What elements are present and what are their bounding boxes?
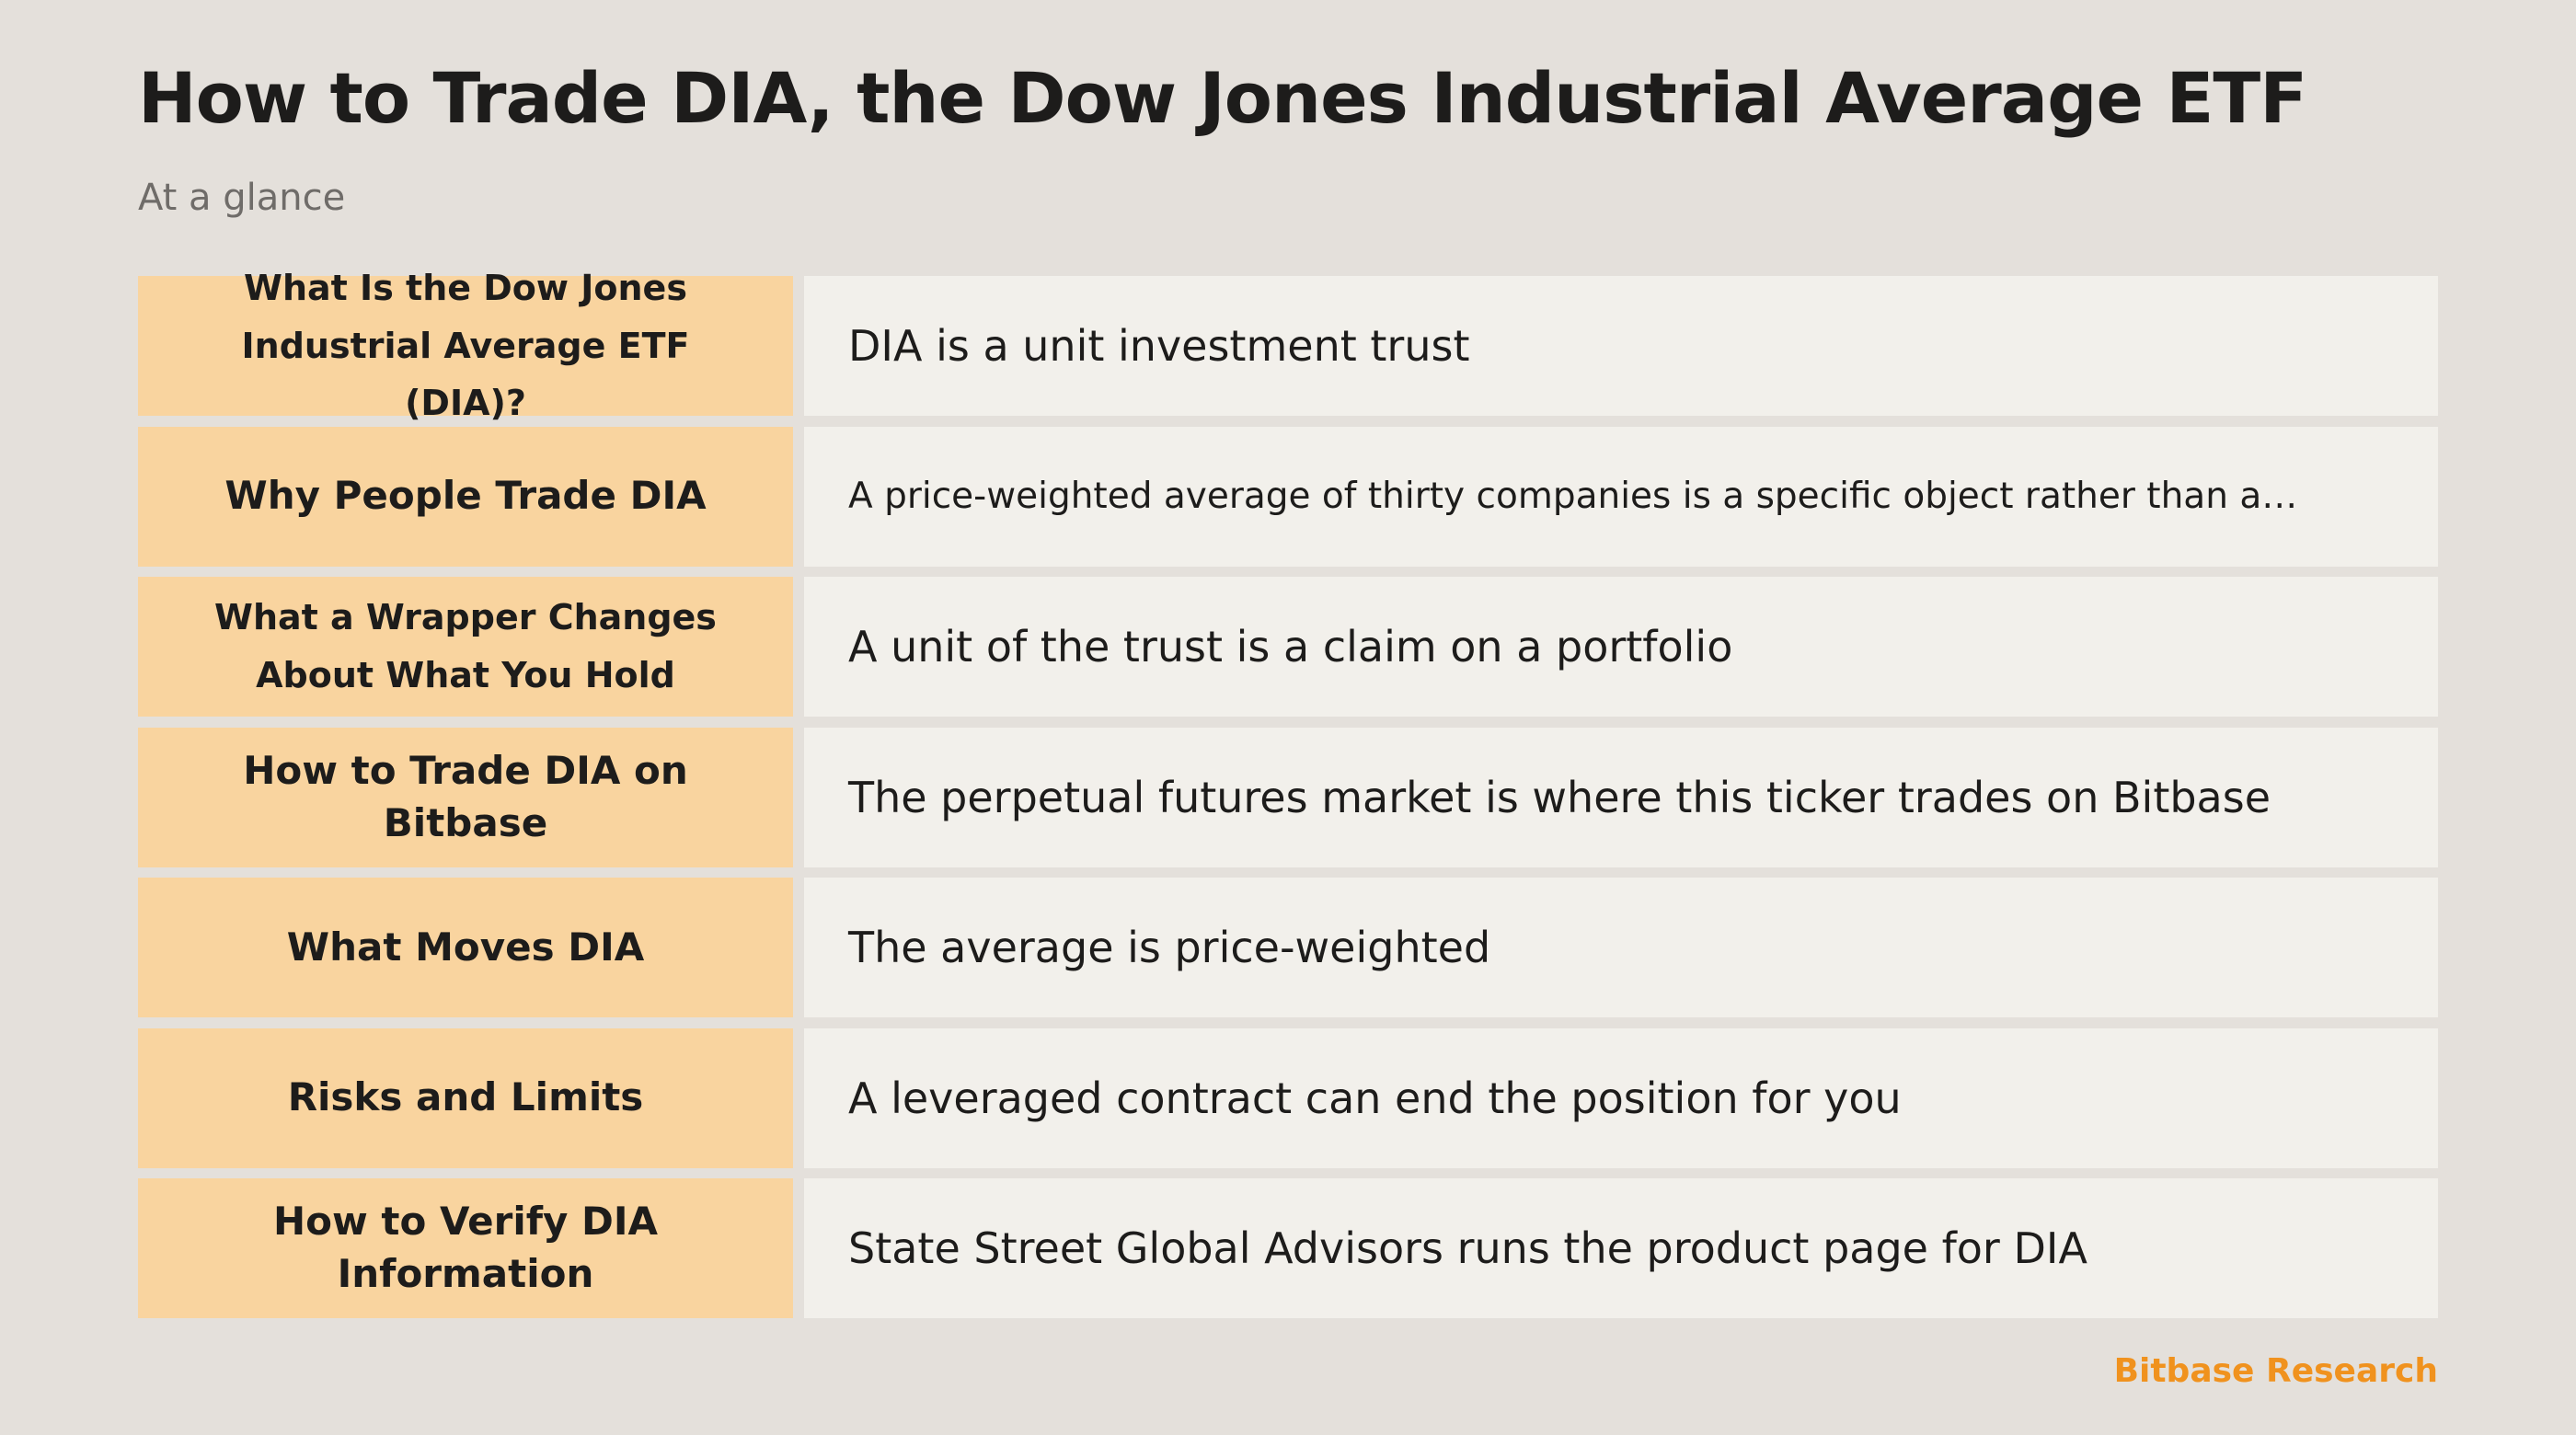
table-row: Risks and Limits A leveraged contract ca…	[138, 1027, 2438, 1168]
row-heading: How to Trade DIA on Bitbase	[138, 727, 793, 867]
row-heading: What Moves DIA	[138, 878, 793, 1017]
row-heading: Risks and Limits	[138, 1027, 793, 1168]
row-value: A price-weighted average of thirty compa…	[804, 426, 2438, 567]
row-heading: What Is the Dow Jones Industrial Average…	[138, 268, 793, 423]
table-row: What Is the Dow Jones Industrial Average…	[138, 268, 2438, 423]
row-value: DIA is a unit investment trust	[804, 276, 2438, 416]
brand-footer: Bitbase Research	[2113, 1352, 2438, 1390]
row-heading: Why People Trade DIA	[138, 426, 793, 567]
table-row: Why People Trade DIA A price-weighted av…	[138, 426, 2438, 567]
table-row: What a Wrapper Changes About What You Ho…	[138, 577, 2438, 717]
table-row: What Moves DIA The average is price-weig…	[138, 878, 2438, 1017]
table-row: How to Verify DIA Information State Stre…	[138, 1178, 2438, 1318]
row-value: The perpetual futures market is where th…	[804, 727, 2438, 867]
row-value: The average is price-weighted	[804, 878, 2438, 1017]
table-row: How to Trade DIA on Bitbase The perpetua…	[138, 727, 2438, 867]
row-value: A unit of the trust is a claim on a port…	[804, 577, 2438, 717]
row-value: A leveraged contract can end the positio…	[804, 1027, 2438, 1168]
page-title: How to Trade DIA, the Dow Jones Industri…	[138, 57, 2307, 139]
row-heading: How to Verify DIA Information	[138, 1178, 793, 1318]
page-subtitle: At a glance	[138, 177, 346, 219]
row-heading: What a Wrapper Changes About What You Ho…	[138, 577, 793, 717]
row-value: State Street Global Advisors runs the pr…	[804, 1178, 2438, 1318]
summary-table: What Is the Dow Jones Industrial Average…	[138, 268, 2438, 1318]
